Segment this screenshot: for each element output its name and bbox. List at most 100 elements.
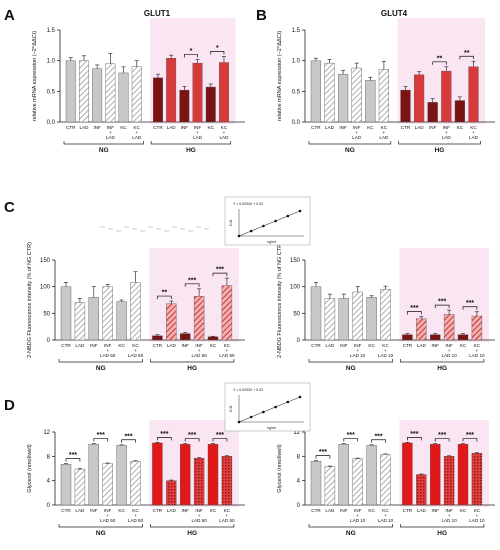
bar bbox=[457, 334, 469, 341]
bar bbox=[338, 298, 350, 341]
panel-letter: D bbox=[4, 397, 15, 414]
band-stripe bbox=[132, 228, 137, 230]
significance-label: *** bbox=[410, 431, 418, 438]
significance-bracket bbox=[315, 455, 331, 459]
x-tick-label: LAD bbox=[219, 135, 229, 140]
y-tick-label: 0.0 bbox=[292, 120, 301, 126]
significance-bracket bbox=[343, 438, 359, 442]
bar bbox=[380, 454, 391, 506]
x-tick-label: + bbox=[448, 348, 451, 353]
x-tick-label: LAD bbox=[132, 135, 142, 140]
x-tick-label: + bbox=[109, 130, 112, 135]
significance-label: *** bbox=[216, 267, 224, 274]
x-tick-label: LAD bbox=[193, 135, 203, 140]
x-tick-label: KC bbox=[367, 125, 374, 130]
bar bbox=[443, 314, 455, 341]
bar bbox=[454, 100, 465, 123]
x-tick-label: KC bbox=[210, 508, 217, 513]
bar bbox=[471, 315, 483, 341]
significance-bracket bbox=[459, 55, 474, 60]
bar bbox=[193, 457, 205, 506]
y-tick-label: 12 bbox=[43, 430, 50, 436]
bar bbox=[416, 474, 427, 506]
x-tick-label: KC bbox=[470, 125, 477, 130]
x-tick-label: INF bbox=[104, 343, 112, 348]
x-tick-label: LAD bbox=[352, 135, 362, 140]
group-bracket bbox=[150, 141, 232, 145]
inset-x-label: ng/ml bbox=[267, 426, 276, 430]
significance-bracket bbox=[432, 61, 447, 65]
bar bbox=[102, 463, 113, 506]
x-tick-label: INF bbox=[354, 343, 362, 348]
group-bracket bbox=[150, 359, 235, 363]
x-tick-label: LAD 10 bbox=[350, 353, 366, 358]
panel-c-band bbox=[100, 226, 209, 232]
bar bbox=[78, 60, 89, 123]
y-tick-label: 1.5 bbox=[292, 28, 301, 34]
panel-c-right: 0 50 100 150 2-NBDG Fluorescence intensity (… bbox=[277, 242, 495, 372]
significance-label: *** bbox=[438, 299, 446, 306]
bar bbox=[179, 89, 190, 123]
bar bbox=[118, 72, 129, 123]
band-stripe bbox=[156, 228, 161, 230]
bar bbox=[430, 334, 441, 341]
x-tick-label: LAD bbox=[442, 135, 452, 140]
x-tick-label: KC bbox=[474, 508, 481, 513]
y-tick-label: 4 bbox=[47, 479, 51, 485]
x-tick-label: + bbox=[445, 130, 448, 135]
x-tick-label: LAD bbox=[167, 125, 177, 130]
x-tick-label: CTR bbox=[61, 343, 71, 348]
x-tick-label: + bbox=[476, 513, 479, 518]
significance-label: *** bbox=[160, 431, 168, 438]
significance-label: ** bbox=[162, 290, 168, 297]
significance-bracket bbox=[184, 54, 198, 58]
bar bbox=[378, 69, 389, 123]
x-tick-label: INF bbox=[195, 343, 203, 348]
y-tick-label: 0.0 bbox=[47, 120, 56, 126]
significance-bracket bbox=[184, 438, 200, 442]
x-tick-label: LAD bbox=[469, 135, 479, 140]
significance-label: *** bbox=[188, 277, 196, 284]
x-tick-label: LAD bbox=[106, 135, 116, 140]
y-axis-label: Glycerol (nmol/well) bbox=[27, 444, 33, 492]
significance-bracket bbox=[157, 436, 172, 441]
x-tick-label: CTR bbox=[66, 125, 76, 130]
panel-c: C 0 50 100 150 2-NBDG Fluorescence intensity … bbox=[4, 199, 245, 372]
bar bbox=[443, 456, 455, 506]
x-tick-label: LAD bbox=[379, 135, 389, 140]
y-tick-label: 0 bbox=[47, 338, 51, 344]
x-tick-label: + bbox=[384, 348, 387, 353]
band-stripe bbox=[148, 226, 153, 228]
x-tick-label: + bbox=[384, 513, 387, 518]
x-tick-label: CTR bbox=[403, 343, 413, 348]
band-stripe bbox=[172, 226, 177, 228]
group-bracket bbox=[398, 141, 481, 145]
x-tick-label: KC bbox=[382, 343, 389, 348]
x-tick-label: LAD 50 bbox=[191, 353, 207, 358]
x-tick-label: INF bbox=[182, 508, 190, 513]
significance-bracket bbox=[462, 438, 478, 442]
x-tick-label: INF bbox=[353, 125, 361, 130]
y-tick-label: 0 bbox=[47, 503, 51, 509]
y-axis-label: 2-NBDG Fluorescence intensity (% of NG C… bbox=[27, 242, 33, 358]
x-tick-label: LAD 10 bbox=[469, 518, 485, 523]
y-tick-label: 0.5 bbox=[292, 89, 301, 95]
x-tick-label: KC bbox=[368, 508, 375, 513]
x-tick-label: KC bbox=[221, 125, 228, 130]
x-tick-label: + bbox=[134, 513, 137, 518]
x-tick-label: LAD bbox=[79, 125, 89, 130]
significance-bracket bbox=[462, 306, 478, 310]
bar bbox=[105, 63, 116, 123]
x-tick-label: CTR bbox=[311, 508, 321, 513]
bar bbox=[366, 297, 377, 341]
group-label: HG bbox=[437, 365, 447, 372]
bar bbox=[92, 68, 103, 123]
significance-label: ** bbox=[437, 55, 443, 62]
inset-point bbox=[286, 214, 290, 218]
y-axis-label: 2-NBDG Fluorescence intensity (% of NG C… bbox=[277, 242, 283, 358]
group-bracket bbox=[308, 524, 393, 528]
bar bbox=[324, 62, 335, 123]
y-tick-label: 1.0 bbox=[47, 59, 56, 65]
x-tick-label: KC bbox=[132, 343, 139, 348]
